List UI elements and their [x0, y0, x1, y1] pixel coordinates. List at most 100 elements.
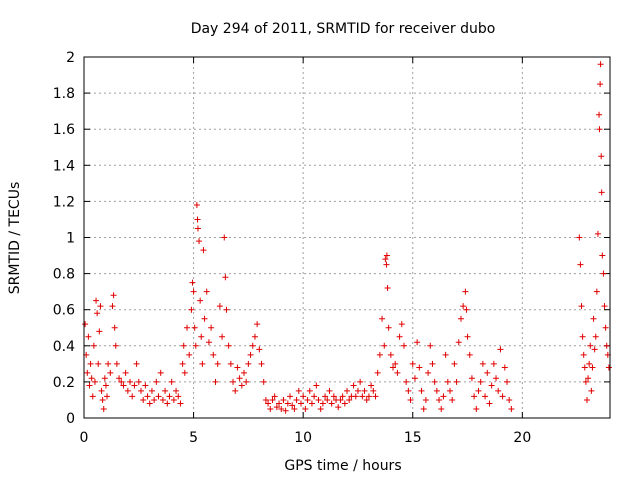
data-point	[127, 378, 134, 385]
data-point	[102, 382, 109, 389]
data-point	[107, 369, 114, 376]
y-tick-label: 2	[66, 50, 75, 66]
data-point	[488, 382, 495, 389]
data-point	[159, 396, 166, 403]
data-point	[383, 261, 390, 268]
x-tick-label: 0	[80, 430, 89, 446]
data-point	[96, 328, 103, 335]
data-point	[466, 351, 473, 358]
data-point	[585, 375, 592, 382]
data-point	[109, 303, 116, 310]
y-tick-label: 1.8	[53, 86, 75, 102]
data-point	[590, 315, 597, 322]
data-point	[199, 360, 206, 367]
data-point	[247, 351, 254, 358]
data-point	[223, 306, 230, 313]
data-point	[222, 274, 229, 281]
data-point	[212, 378, 219, 385]
data-point	[278, 405, 285, 412]
data-point	[374, 369, 381, 376]
data-point	[416, 364, 423, 371]
data-point	[471, 393, 478, 400]
data-point	[297, 400, 304, 407]
data-point	[293, 396, 300, 403]
data-point	[346, 396, 353, 403]
data-point	[589, 364, 596, 371]
data-point	[580, 351, 587, 358]
data-point	[249, 342, 256, 349]
data-point	[484, 369, 491, 376]
data-point	[385, 324, 392, 331]
y-tick-label: 0.6	[53, 303, 75, 319]
data-point	[368, 382, 375, 389]
data-point	[148, 387, 155, 394]
data-point	[594, 230, 601, 237]
data-point	[455, 339, 462, 346]
x-tick-label: 5	[189, 430, 198, 446]
data-point	[273, 404, 280, 411]
data-point	[210, 351, 217, 358]
data-point	[605, 364, 612, 371]
data-point	[501, 364, 508, 371]
x-tick-label: 20	[513, 430, 531, 446]
data-point	[322, 393, 329, 400]
data-point	[208, 324, 215, 331]
data-point	[576, 234, 583, 241]
data-point	[265, 400, 272, 407]
data-point	[597, 81, 604, 88]
data-point	[330, 393, 337, 400]
data-point	[118, 378, 125, 385]
data-point	[85, 333, 92, 340]
gridlines	[84, 57, 610, 418]
data-point	[240, 369, 247, 376]
data-point	[462, 288, 469, 295]
data-point	[390, 364, 397, 371]
data-point	[216, 303, 223, 310]
data-point	[177, 400, 184, 407]
data-point	[506, 396, 513, 403]
data-point	[287, 393, 294, 400]
data-point	[396, 333, 403, 340]
data-point	[444, 378, 451, 385]
data-point	[243, 378, 250, 385]
data-point	[387, 351, 394, 358]
data-point	[100, 405, 107, 412]
data-point	[184, 324, 191, 331]
data-point	[234, 364, 241, 371]
data-point	[591, 346, 598, 353]
x-tick-label: 15	[404, 430, 422, 446]
data-point	[203, 288, 210, 295]
data-point	[198, 333, 205, 340]
data-point	[86, 382, 93, 389]
y-tick-label: 1.2	[53, 194, 75, 210]
data-point	[84, 369, 91, 376]
data-point	[581, 364, 588, 371]
data-point	[379, 315, 386, 322]
data-point	[311, 393, 318, 400]
data-point	[357, 378, 364, 385]
y-tick-label: 0.4	[53, 339, 75, 355]
y-tick-label: 1	[66, 231, 75, 247]
data-point	[577, 261, 584, 268]
data-point	[91, 378, 98, 385]
axis-ticks: 00.20.40.60.811.21.41.61.820 5 10 15 20	[53, 50, 610, 446]
data-point	[151, 396, 158, 403]
y-tick-label: 0.2	[53, 375, 75, 391]
data-point	[110, 292, 117, 299]
data-point	[468, 375, 475, 382]
y-tick-label: 0	[66, 411, 75, 427]
data-point	[579, 333, 586, 340]
data-point	[302, 405, 309, 412]
data-point	[179, 360, 186, 367]
data-point	[112, 342, 119, 349]
data-point	[129, 393, 136, 400]
data-point	[427, 342, 434, 349]
data-point	[482, 393, 489, 400]
y-tick-label: 1.4	[53, 158, 75, 174]
data-point	[598, 189, 605, 196]
data-point	[219, 333, 226, 340]
data-point	[398, 321, 405, 328]
data-point	[142, 382, 149, 389]
data-point	[490, 360, 497, 367]
